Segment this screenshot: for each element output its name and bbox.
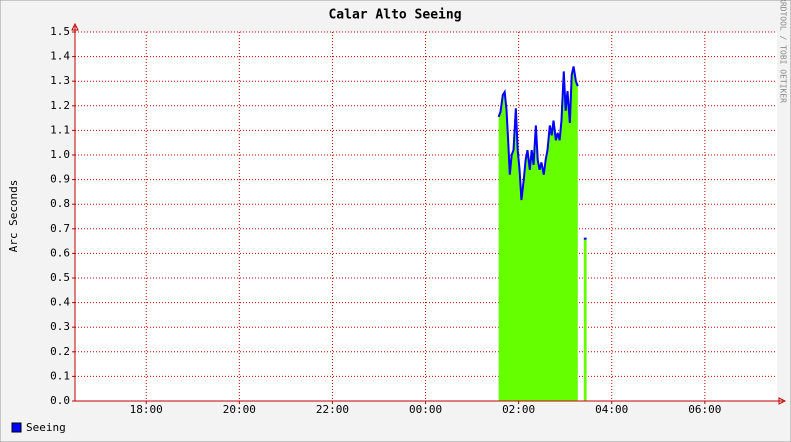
chart-title: Calar Alto Seeing bbox=[328, 8, 461, 23]
x-tick-label: 00:00 bbox=[409, 403, 442, 416]
area bbox=[583, 238, 587, 401]
plot: 0.0 0.1 0.2 0.3 0.4 0.5 0.6 0.7 0.8 0.9 1.0 1.1 1.2 1… bbox=[50, 22, 787, 416]
x-arrow bbox=[778, 397, 787, 405]
y-tick-label: 0.6 bbox=[50, 246, 70, 259]
line bbox=[497, 66, 579, 201]
legend-label: Seeing bbox=[26, 421, 66, 434]
y-tick-label: 0.4 bbox=[50, 296, 70, 309]
y-tick-label: 0.3 bbox=[50, 320, 70, 333]
x-tick-label: 02:00 bbox=[502, 403, 535, 416]
x-tick-label: 06:00 bbox=[688, 403, 721, 416]
watermark: RRDTOOL / TOBI OETIKER bbox=[779, 0, 788, 103]
x-tick-label: 04:00 bbox=[595, 403, 628, 416]
y-arrow bbox=[71, 22, 79, 31]
y-axis-label: Arc Seconds bbox=[7, 180, 20, 253]
y-tick-label: 0.0 bbox=[50, 394, 70, 407]
y-tick-label: 1.0 bbox=[50, 148, 70, 161]
y-tick-label: 1.5 bbox=[50, 25, 70, 38]
area bbox=[498, 66, 578, 401]
y-tick-label: 0.8 bbox=[50, 197, 70, 210]
y-tick-label: 0.5 bbox=[50, 271, 70, 284]
x-tick-label: 20:00 bbox=[223, 403, 256, 416]
y-tick-label: 1.2 bbox=[50, 99, 70, 112]
y-tick-label: 0.1 bbox=[50, 369, 70, 382]
x-tick-label: 18:00 bbox=[130, 403, 163, 416]
x-tick-label: 22:00 bbox=[316, 403, 349, 416]
y-tick-label: 1.4 bbox=[50, 50, 70, 63]
y-tick-label: 0.9 bbox=[50, 173, 70, 186]
y-tick-label: 1.1 bbox=[50, 123, 70, 136]
y-tick-label: 0.2 bbox=[50, 345, 70, 358]
plot-area bbox=[75, 32, 777, 401]
y-tick-label: 0.7 bbox=[50, 222, 70, 235]
y-tick-label: 1.3 bbox=[50, 74, 70, 87]
legend-swatch bbox=[11, 422, 22, 433]
